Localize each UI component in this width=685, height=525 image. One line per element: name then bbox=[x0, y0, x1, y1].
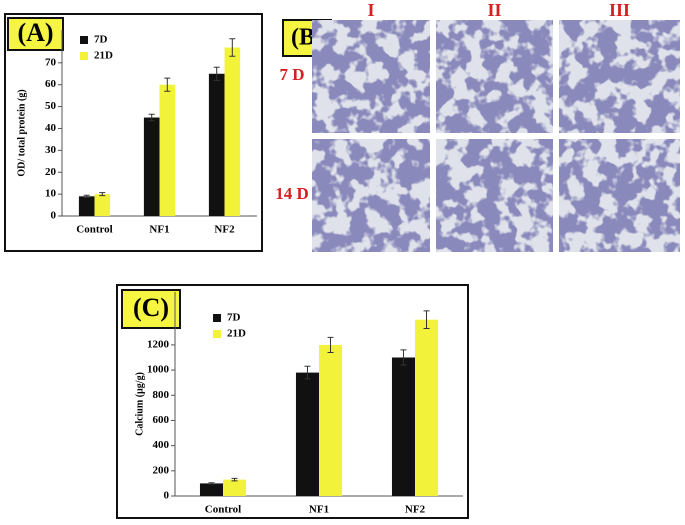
y-tick-label: 1000 bbox=[147, 364, 170, 376]
bar bbox=[78, 196, 95, 216]
micrograph-stain bbox=[312, 20, 430, 133]
y-tick-label: 1200 bbox=[147, 338, 170, 350]
error-bar bbox=[327, 336, 334, 353]
bar bbox=[223, 479, 247, 496]
x-tick-label: Control bbox=[76, 224, 112, 236]
bar bbox=[224, 47, 241, 216]
error-bar bbox=[400, 349, 407, 366]
y-tick-label: 600 bbox=[153, 414, 170, 426]
y-tick-label: 60 bbox=[45, 78, 57, 90]
error-bar bbox=[229, 38, 236, 57]
x-tick-label: NF2 bbox=[214, 224, 235, 236]
x-tick-label: Control bbox=[205, 504, 241, 516]
error-bar bbox=[164, 77, 171, 92]
micrograph-stain bbox=[436, 139, 553, 252]
error-bar bbox=[231, 477, 238, 482]
panel-label: (C) bbox=[133, 293, 169, 322]
legend-swatch bbox=[213, 314, 221, 322]
y-tick-label: 800 bbox=[153, 389, 170, 401]
x-tick-label: NF1 bbox=[309, 504, 329, 516]
y-tick-label: 400 bbox=[153, 439, 170, 451]
x-tick-label: NF2 bbox=[405, 504, 426, 516]
y-tick-label: 200 bbox=[153, 464, 170, 476]
bar bbox=[94, 194, 111, 216]
x-tick-label: NF1 bbox=[149, 224, 169, 236]
column-label: I bbox=[367, 0, 374, 20]
error-bar bbox=[423, 310, 430, 330]
bar bbox=[319, 344, 343, 496]
legend-label: 7D bbox=[94, 34, 108, 46]
panel-frame bbox=[4, 13, 263, 252]
y-tick-label: 40 bbox=[45, 122, 57, 134]
row-label: 7 D bbox=[279, 65, 304, 84]
panel-frame bbox=[116, 284, 469, 519]
bar bbox=[391, 357, 415, 496]
bar bbox=[199, 483, 223, 496]
error-bar bbox=[208, 482, 215, 485]
y-tick-label: 70 bbox=[45, 56, 57, 68]
column-label: III bbox=[609, 0, 630, 20]
bar bbox=[295, 372, 319, 496]
legend-label: 7D bbox=[227, 312, 241, 324]
panel-label-box bbox=[121, 289, 181, 329]
y-tick-label: 50 bbox=[45, 100, 57, 112]
bar bbox=[143, 117, 160, 216]
y-tick-label: 30 bbox=[45, 144, 57, 156]
panel-label-box bbox=[7, 17, 64, 51]
legend-swatch bbox=[80, 36, 88, 44]
column-label: II bbox=[487, 0, 501, 20]
y-tick-label: 0 bbox=[164, 490, 170, 502]
y-axis-title: Calcium (µg/g) bbox=[134, 372, 145, 436]
legend-label: 21D bbox=[94, 50, 113, 62]
legend-swatch bbox=[213, 330, 221, 338]
legend-label: 21D bbox=[227, 328, 246, 340]
bar bbox=[159, 84, 176, 217]
error-bar bbox=[304, 365, 311, 380]
bar bbox=[208, 73, 225, 216]
micrograph-stain bbox=[312, 139, 430, 252]
micrograph-stain bbox=[559, 139, 680, 252]
error-bar bbox=[83, 194, 90, 198]
micrograph-stain bbox=[559, 20, 680, 133]
micrograph-stain bbox=[436, 20, 553, 133]
error-bar bbox=[213, 66, 220, 81]
error-bar bbox=[148, 113, 155, 122]
legend-swatch bbox=[80, 52, 88, 60]
y-tick-label: 0 bbox=[51, 210, 57, 222]
bar bbox=[415, 319, 439, 496]
y-tick-label: 10 bbox=[45, 188, 57, 200]
y-tick-label: 20 bbox=[45, 166, 57, 178]
panel-label: (A) bbox=[17, 18, 53, 47]
row-label: 14 D bbox=[275, 184, 309, 203]
y-axis-title: OD/ total protein (g) bbox=[16, 89, 27, 176]
error-bar bbox=[99, 192, 106, 197]
